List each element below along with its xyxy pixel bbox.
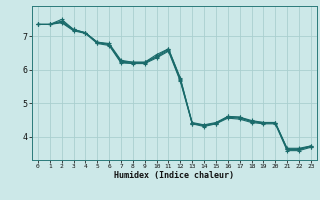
X-axis label: Humidex (Indice chaleur): Humidex (Indice chaleur) <box>115 171 234 180</box>
